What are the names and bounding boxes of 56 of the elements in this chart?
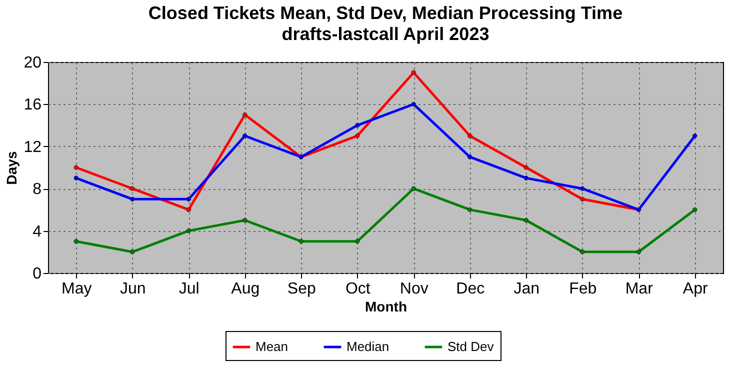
point (242, 218, 248, 223)
x-tick-label: Nov (400, 280, 428, 298)
point (130, 196, 135, 202)
point (580, 186, 585, 191)
point (692, 133, 698, 138)
point (468, 154, 472, 160)
y-tick-label: 12 (24, 138, 42, 156)
legend-label: Std Dev (448, 339, 494, 354)
point (468, 133, 472, 138)
point (692, 207, 698, 212)
point (355, 238, 360, 244)
x-tick-label: Oct (345, 280, 371, 298)
chart-title: Closed Tickets Mean, Std Dev, Median Processing Time (148, 3, 623, 23)
x-tick-label: Aug (231, 280, 260, 298)
point (580, 250, 585, 254)
x-tick-label: Mar (625, 280, 654, 298)
x-tick-label: Jul (178, 280, 200, 298)
x-tick-label: May (62, 280, 92, 298)
point (186, 228, 191, 234)
x-tick-label: Jan (514, 280, 540, 298)
point (524, 176, 528, 180)
y-axis-title: Days (4, 151, 20, 185)
x-tick-label: Apr (682, 280, 708, 298)
point (524, 165, 528, 170)
y-tick-label: 20 (24, 54, 42, 72)
y-tick-label: 8 (32, 181, 42, 198)
point (524, 218, 528, 223)
y-tick-label: 0 (32, 266, 42, 282)
point (636, 250, 641, 254)
legend-label: Median (346, 339, 390, 354)
point (130, 250, 135, 254)
x-tick-label: Dec (456, 280, 485, 298)
chart-subtitle: drafts-lastcall April 2023 (282, 24, 490, 44)
point (580, 196, 585, 202)
point (468, 207, 472, 212)
point (355, 133, 360, 138)
x-tick-label: Feb (569, 280, 597, 298)
point (242, 133, 248, 138)
point (242, 112, 248, 118)
point (74, 165, 78, 170)
point (411, 102, 416, 107)
point (74, 238, 78, 244)
point (355, 122, 360, 128)
point (186, 207, 191, 212)
point (74, 176, 78, 180)
y-tick-label: 16 (24, 96, 42, 114)
legend-label: Mean (256, 339, 288, 354)
y-tick-label: 4 (32, 223, 42, 240)
point (186, 196, 191, 202)
x-axis-title: Month (365, 298, 407, 314)
point (411, 186, 416, 191)
x-tick-label: Sep (287, 280, 316, 298)
point (130, 186, 135, 191)
x-tick-label: Jun (120, 280, 146, 298)
point (411, 70, 416, 75)
point (298, 238, 304, 244)
